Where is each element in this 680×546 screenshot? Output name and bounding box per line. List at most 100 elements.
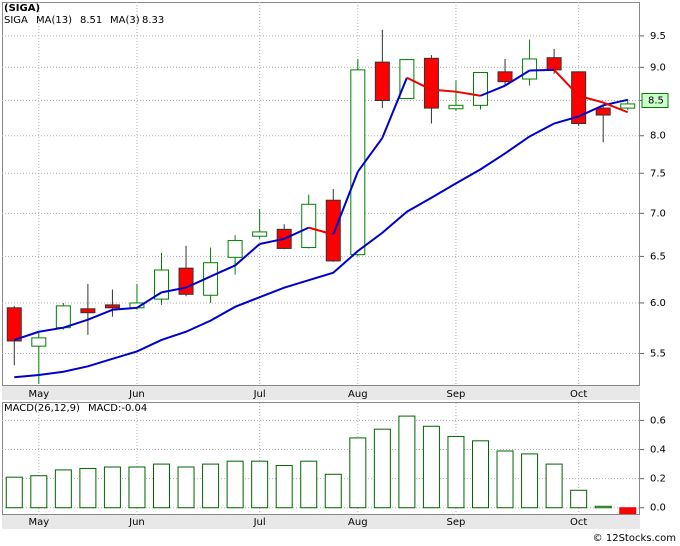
y-tick-label: 9.0: [650, 62, 666, 73]
legend-entry: SIGA: [4, 15, 28, 26]
y-tick-label: 0.4: [650, 445, 666, 456]
macd-bar: [103, 466, 121, 509]
macd-bar: [251, 460, 269, 509]
macd-value: MACD:-0.04: [88, 403, 147, 414]
y-tick-label: 6.0: [650, 298, 666, 309]
ma-segment: [234, 243, 261, 267]
ma-segment: [87, 308, 113, 321]
candle-body: [546, 57, 562, 71]
ma-segment: [529, 68, 555, 72]
macd-bar: [300, 460, 318, 509]
ma-segment: [161, 286, 187, 294]
price-panel: [2, 2, 640, 386]
date-strip: [2, 386, 640, 400]
candle-body: [522, 58, 538, 80]
macd-bar: [5, 476, 23, 509]
macd-bar: [373, 428, 391, 509]
macd-bar: [422, 425, 440, 509]
ma-segment: [13, 330, 40, 341]
ma-segment: [578, 94, 604, 104]
macd-bar: [496, 450, 514, 509]
macd-bar: [545, 463, 563, 509]
candle-body: [350, 69, 366, 256]
candle-body: [595, 107, 611, 116]
ma-segment: [332, 171, 359, 235]
ma-segment: [185, 275, 211, 289]
macd-bar: [54, 469, 72, 509]
candle-body: [6, 307, 22, 342]
macd-bar: [202, 463, 220, 509]
x-tick-label: Oct: [570, 517, 587, 528]
macd-bar: [79, 467, 97, 509]
macd-bar: [472, 440, 489, 509]
candle-body: [252, 231, 268, 237]
x-tick-label: Jul: [253, 389, 266, 400]
y-tick-label: 0.2: [650, 474, 666, 485]
macd-bar: [275, 465, 293, 509]
y-tick-label: 0.6: [650, 415, 666, 426]
ma-segment: [136, 291, 163, 309]
ma-segment: [480, 84, 506, 97]
ma-segment: [381, 77, 408, 139]
candle-body: [448, 104, 464, 110]
legend-value: 8.51: [80, 15, 102, 26]
y-tick-label: 9.5: [650, 31, 666, 42]
chart-title: (SIGA): [4, 3, 40, 14]
macd-bar: [447, 435, 465, 509]
price-badge: [641, 93, 669, 109]
macd-bar: [398, 415, 416, 509]
candle-body: [31, 337, 47, 347]
x-tick-label: Sep: [447, 389, 466, 400]
candle-body: [620, 103, 636, 109]
candle-body: [55, 305, 71, 329]
macd-bar: [619, 507, 637, 515]
ma-segment: [112, 306, 138, 311]
macd-bar: [153, 463, 170, 509]
macd-bar: [594, 505, 612, 509]
ma-segment: [308, 226, 334, 236]
y-tick-label: 6.5: [650, 251, 666, 262]
macd-bar: [324, 473, 342, 509]
candle-body: [80, 308, 96, 314]
date-strip: [2, 515, 640, 529]
ma-segment: [504, 69, 531, 87]
panel-title: MACD(26,12,9): [4, 403, 80, 414]
ma-segment: [63, 318, 89, 329]
x-tick-label: Jul: [253, 517, 266, 528]
x-tick-label: Sep: [447, 517, 466, 528]
candle-body: [473, 71, 488, 106]
ma-line: [14, 98, 628, 379]
footer: © 12Stocks.com: [593, 533, 676, 544]
x-tick-label: Jun: [128, 517, 145, 528]
x-tick-label: May: [28, 517, 49, 528]
ma-segment: [283, 226, 310, 240]
candle-body: [374, 61, 390, 102]
x-tick-label: Oct: [570, 389, 587, 400]
y-tick-label: 7.0: [650, 208, 666, 219]
candle-body: [178, 267, 194, 295]
candle-body: [325, 199, 341, 262]
y-tick-label: 7.5: [650, 168, 666, 179]
legend-entry: MA(13): [36, 15, 72, 26]
ma-segment: [210, 264, 236, 278]
ma-segment: [406, 76, 432, 91]
y-tick-label: 5.5: [650, 349, 666, 360]
macd-bar: [570, 489, 588, 509]
ma-segment: [356, 137, 384, 173]
x-tick-label: Aug: [348, 517, 368, 528]
macd-bar: [226, 460, 244, 509]
macd-bar: [30, 475, 48, 509]
y-tick-label: 0.0: [650, 503, 666, 514]
macd-panel: [2, 402, 640, 515]
candle-body: [423, 57, 439, 109]
price-badge-label: 8.5: [648, 96, 664, 107]
legend-entry: MA(3): [110, 15, 140, 26]
x-tick-label: Aug: [348, 389, 368, 400]
macd-bar: [128, 466, 146, 509]
candle-body: [227, 240, 243, 258]
ma-segment: [455, 90, 481, 97]
y-tick-label: 8.0: [650, 131, 666, 142]
candle-body: [301, 203, 317, 249]
candle-body: [497, 71, 513, 83]
